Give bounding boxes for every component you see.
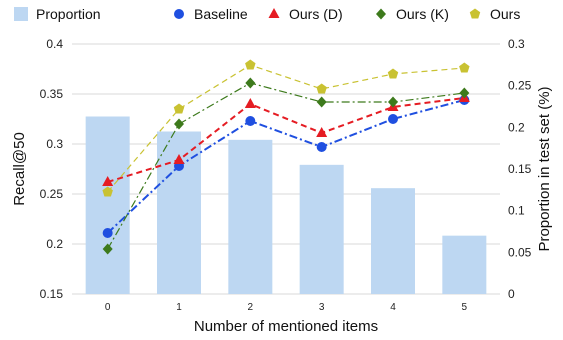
legend-marker (469, 8, 481, 19)
y-tick-label-right: 0.3 (508, 37, 525, 51)
legend-swatch (14, 7, 28, 21)
point-ours (102, 186, 113, 197)
series-markers (102, 59, 470, 255)
y-tick-label-left: 0.15 (40, 287, 64, 301)
line-ours (107, 64, 465, 193)
point-ours-d (102, 176, 114, 186)
y-tick-label-left: 0.25 (40, 187, 64, 201)
x-axis-title: Number of mentioned items (194, 318, 378, 335)
bar-proportion (228, 139, 273, 294)
series-lines (106, 64, 465, 250)
point-ours-k (388, 96, 398, 108)
line-ours-k (107, 82, 465, 250)
point-ours-d (316, 127, 328, 137)
y-tick-label-right: 0.25 (508, 79, 532, 93)
point-ours-k (174, 118, 184, 130)
y-axis-title-left: Recall@50 (11, 132, 28, 206)
legend-label: Ours (D) (289, 6, 343, 22)
point-ours-d (173, 154, 185, 164)
legend-label: Baseline (194, 6, 248, 22)
point-baseline (245, 116, 256, 126)
point-ours-d (244, 98, 256, 108)
point-ours (387, 68, 399, 79)
y-tick-label-left: 0.2 (46, 237, 63, 251)
line-ours-d (107, 97, 465, 183)
legend-label: Ours (490, 6, 520, 22)
bar-proportion (299, 164, 344, 294)
y-axis-right: 0 0.05 0.1 0.15 0.2 0.25 0.3 (508, 37, 532, 301)
point-ours (173, 103, 185, 114)
point-ours (459, 62, 470, 73)
y-tick-label-right: 0.15 (508, 162, 532, 176)
point-baseline (388, 114, 398, 124)
line-baseline (106, 99, 465, 234)
legend: Proportion Baseline Ours (D) Ours (K) Ours (14, 6, 520, 22)
legend-marker (268, 8, 280, 18)
point-ours (245, 59, 256, 70)
point-ours-k (102, 243, 113, 255)
legend-marker (174, 9, 184, 19)
x-tick-label: 5 (462, 302, 468, 313)
y-tick-label-left: 0.3 (46, 137, 63, 151)
y-axis-title-right: Proportion in test set (%) (536, 86, 553, 251)
y-tick-label-right: 0.05 (508, 245, 532, 259)
bar-proportion (442, 235, 487, 294)
point-ours-k (316, 96, 327, 108)
x-tick-label: 3 (319, 302, 325, 313)
point-ours (316, 83, 327, 94)
y-tick-label-right: 0 (508, 287, 515, 301)
point-ours-k (245, 77, 256, 89)
bar-proportion (85, 116, 130, 294)
x-tick-label: 4 (390, 302, 396, 313)
x-axis: 0 1 2 3 4 5 (105, 302, 468, 313)
y-tick-label-right: 0.1 (508, 204, 525, 218)
x-tick-label: 0 (105, 302, 111, 313)
y-tick-label-left: 0.4 (46, 37, 63, 51)
x-tick-label: 1 (176, 302, 182, 313)
legend-label: Ours (K) (396, 6, 449, 22)
legend-marker (376, 8, 386, 20)
gridlines (72, 43, 500, 295)
y-tick-label-right: 0.2 (508, 120, 525, 134)
bar-proportion (371, 188, 415, 294)
bars (85, 116, 487, 294)
legend-label: Proportion (36, 6, 101, 22)
point-baseline (102, 228, 113, 238)
point-baseline (316, 142, 327, 152)
point-ours-k (459, 87, 470, 99)
y-axis-left: 0.15 0.2 0.25 0.3 0.35 0.4 (40, 37, 64, 301)
y-tick-label-left: 0.35 (40, 87, 64, 101)
x-tick-label: 2 (248, 302, 254, 313)
